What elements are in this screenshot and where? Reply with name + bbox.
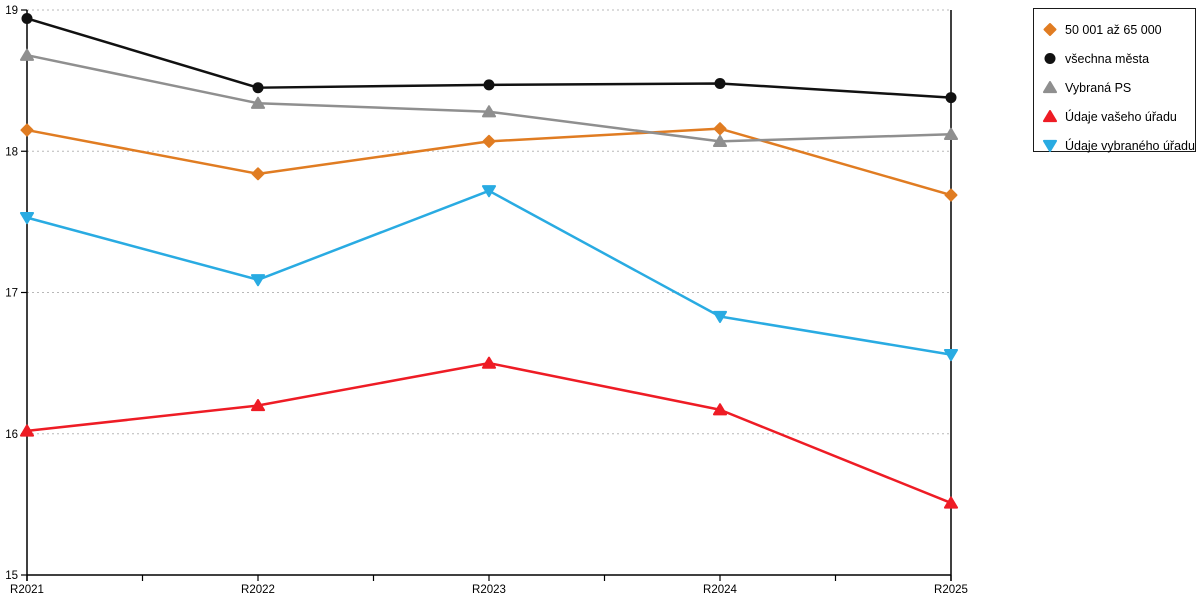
diamond-marker (1043, 23, 1057, 36)
triangle-down-marker (1042, 139, 1058, 152)
y-tick-label: 16 (5, 429, 18, 441)
triangle-up-icon (1042, 81, 1058, 94)
triangle-up-marker (250, 96, 266, 109)
triangle-up-icon (1042, 110, 1058, 123)
triangle-up-marker (712, 403, 728, 416)
triangle-down-marker (943, 348, 959, 362)
circle-marker (252, 82, 264, 94)
diamond-icon (1043, 23, 1057, 36)
diamond-marker (20, 123, 34, 137)
circle-marker (483, 79, 495, 91)
legend-item: 50 001 až 65 000 (1034, 15, 1195, 44)
legend-item-label: všechna města (1065, 51, 1150, 66)
circle-marker (1044, 53, 1056, 64)
circle-icon (1044, 53, 1056, 64)
circle-marker (945, 92, 957, 104)
x-tick-label: R2025 (934, 584, 968, 596)
legend-item: Vybraná PS (1034, 73, 1195, 102)
y-tick-label: 19 (5, 5, 18, 17)
legend-box: 50 001 až 65 000 všechna města Vybraná PS Ú… (1033, 8, 1196, 153)
legend-item-label: Údaje vašeho úřadu (1065, 109, 1177, 124)
x-tick-label: R2022 (241, 584, 275, 596)
triangle-up-marker (943, 496, 959, 509)
triangle-down-marker (19, 211, 35, 225)
triangle-up-marker (481, 105, 497, 118)
triangle-up-marker (481, 356, 497, 369)
y-tick-label: 18 (5, 146, 18, 158)
diamond-marker (482, 134, 496, 148)
triangle-up-marker (250, 399, 266, 412)
x-tick-label: R2024 (703, 584, 737, 596)
legend-item: všechna města (1034, 44, 1195, 73)
diamond-marker (944, 188, 958, 202)
legend-item: Údaje vybraného úřadu (1034, 131, 1195, 160)
diamond-marker (251, 167, 265, 181)
y-tick-label: 15 (5, 570, 18, 582)
triangle-up-marker (943, 127, 959, 140)
series-line (26, 53, 952, 143)
triangle-up-marker (1042, 81, 1058, 94)
circle-marker (21, 12, 33, 24)
legend-item-label: Údaje vybraného úřadu (1065, 138, 1195, 153)
triangle-up-marker (19, 424, 35, 437)
circle-marker (714, 77, 726, 89)
triangle-down-marker (712, 310, 728, 324)
triangle-up-marker (712, 134, 728, 148)
legend-item-label: 50 001 až 65 000 (1065, 22, 1162, 37)
triangle-down-marker (250, 274, 266, 287)
series-line (26, 361, 952, 505)
triangle-down-marker (481, 185, 497, 198)
y-tick-label: 17 (5, 288, 18, 300)
triangle-up-marker (1042, 110, 1058, 123)
diamond-marker (713, 122, 727, 136)
legend-item: Údaje vašeho úřadu (1034, 102, 1195, 131)
series-line (26, 189, 952, 356)
x-tick-label: R2023 (472, 584, 506, 596)
x-tick-label: R2021 (10, 584, 44, 596)
legend-item-label: Vybraná PS (1065, 80, 1132, 95)
triangle-up-marker (19, 48, 35, 61)
triangle-down-icon (1042, 139, 1058, 152)
